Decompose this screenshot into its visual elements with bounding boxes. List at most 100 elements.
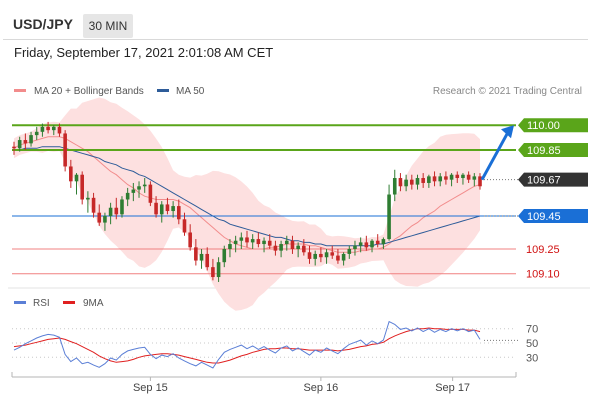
candle — [188, 224, 192, 251]
candle — [114, 197, 119, 220]
candle-body — [330, 252, 335, 256]
candle — [245, 230, 249, 248]
candle-body — [370, 240, 374, 248]
legend-label-rsi: RSI — [33, 298, 50, 309]
candle — [222, 245, 227, 268]
candle — [353, 240, 357, 256]
level-badge-2 — [518, 172, 588, 187]
candle-body — [199, 253, 204, 261]
candle-body — [358, 242, 363, 246]
legend-swatch-ma50 — [157, 89, 169, 92]
candle-body — [273, 245, 278, 251]
candle-body — [188, 232, 192, 248]
candle-body — [57, 126, 62, 134]
candle-body — [74, 174, 79, 182]
candle-body — [216, 262, 221, 278]
candle-body — [51, 126, 56, 131]
projection-arrow-shaft — [480, 131, 510, 181]
rsi-tick-label: 50 — [526, 338, 538, 350]
candle-body — [284, 240, 289, 245]
candle — [262, 237, 266, 253]
symbol-label: USD/JPY — [13, 16, 73, 32]
candle — [17, 136, 22, 152]
candle — [404, 174, 408, 192]
candle-body — [46, 126, 50, 131]
candle-body — [91, 197, 96, 213]
candle — [182, 212, 187, 236]
level-tag-0: 110.00 — [518, 118, 588, 133]
candle-body — [444, 176, 448, 180]
candle-body — [267, 240, 272, 246]
candle — [466, 171, 471, 183]
bollinger-band — [14, 97, 480, 311]
candle-body — [142, 184, 147, 187]
candle — [290, 235, 295, 254]
candle-body — [364, 242, 369, 248]
candle-body — [250, 239, 255, 243]
candle — [239, 232, 244, 249]
candle-body — [319, 253, 323, 258]
candle — [330, 245, 335, 259]
x-tick-label: Sep 16 — [303, 382, 338, 394]
candle-body — [313, 253, 317, 259]
candle-body — [427, 176, 431, 183]
candle — [432, 171, 437, 187]
candle-body — [245, 237, 249, 243]
candle-body — [228, 244, 232, 249]
candle-body — [86, 197, 90, 200]
level-badge-3 — [518, 208, 588, 223]
candle — [103, 212, 107, 231]
candle — [358, 237, 363, 253]
level-label-0: 110.00 — [527, 120, 560, 132]
rsi-tick-label: 30 — [526, 352, 538, 364]
candle — [387, 184, 391, 241]
candle-body — [194, 247, 198, 261]
candle-body — [256, 239, 261, 245]
level-label-1: 109.85 — [527, 145, 561, 157]
candle-body — [63, 133, 67, 167]
level-badge-1 — [518, 142, 588, 157]
legend-label-ma50: MA 50 — [176, 86, 205, 97]
level-tag-5: 109.10 — [526, 269, 560, 281]
timeframe-badge[interactable]: 30 MIN — [83, 14, 133, 38]
candle-body — [353, 245, 357, 249]
candle — [392, 169, 397, 202]
level-label-2: 109.67 — [527, 175, 561, 187]
candle-body — [449, 174, 454, 180]
level-label-3: 109.45 — [527, 211, 561, 223]
candle — [29, 131, 33, 147]
candle-body — [398, 178, 403, 187]
candle-body — [205, 253, 210, 268]
candle — [449, 173, 454, 187]
candle — [46, 121, 50, 134]
candle — [267, 234, 272, 249]
candle — [233, 235, 238, 253]
candle-body — [23, 140, 28, 144]
candle — [142, 178, 147, 193]
candle — [148, 181, 153, 207]
candle — [216, 257, 221, 282]
candle-body — [472, 176, 477, 180]
candle — [347, 245, 352, 259]
candle — [205, 247, 210, 271]
candle — [364, 235, 369, 251]
candle — [410, 174, 414, 190]
candle-body — [381, 239, 386, 245]
candle-body — [211, 267, 215, 278]
candle — [165, 197, 170, 215]
candle-body — [17, 140, 22, 149]
candle — [398, 173, 403, 192]
candle-body — [120, 199, 124, 215]
rsi-panel: 70 50 30 — [12, 320, 538, 369]
candle — [120, 196, 124, 218]
legend-label-9ma: 9MA — [83, 298, 104, 309]
candle-body — [171, 206, 175, 212]
candle — [131, 182, 136, 202]
candle — [421, 173, 425, 188]
candle-body — [239, 237, 244, 241]
legend-label-ma20: MA 20 + Bollinger Bands — [34, 86, 144, 97]
candle — [91, 192, 96, 218]
candle — [256, 232, 261, 248]
candle-body — [375, 240, 380, 245]
